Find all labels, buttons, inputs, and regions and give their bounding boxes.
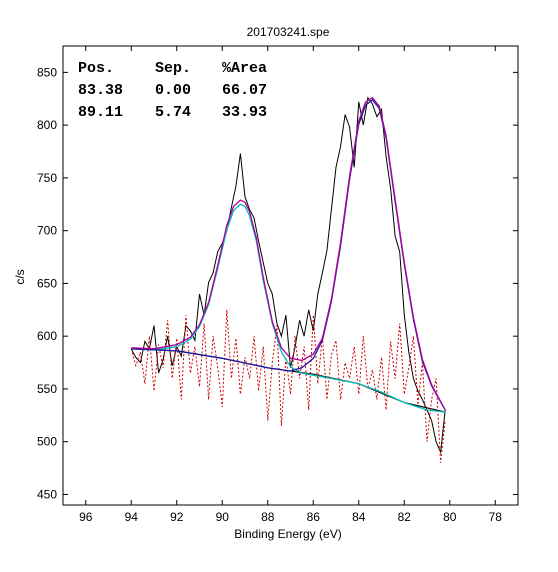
y-tick-label: 650 <box>37 276 57 290</box>
chart-title: 201703241.spe <box>247 25 330 39</box>
y-axis: 450 500 550 600 650 700 750 800 850 <box>37 65 518 501</box>
table-row-1-sep: 0.00 <box>155 82 191 99</box>
envelope-fit-line <box>131 96 446 411</box>
y-tick-label: 500 <box>37 435 57 449</box>
series-layer <box>130 96 446 463</box>
y-tick-label: 850 <box>37 65 57 79</box>
table-header-area: %Area <box>222 60 267 77</box>
x-tick-label: 92 <box>170 510 184 524</box>
table-header-pos: Pos. <box>78 60 114 77</box>
x-axis: 96 94 92 90 88 86 84 82 80 78 <box>79 46 502 524</box>
x-tick-label: 82 <box>398 510 412 524</box>
plot-frame <box>62 45 519 506</box>
table-row-2-sep: 5.74 <box>155 104 191 121</box>
x-tick-label: 90 <box>216 510 230 524</box>
peak-fit-89-line <box>131 203 446 413</box>
y-tick-label: 800 <box>37 118 57 132</box>
y-axis-label: c/s <box>13 269 27 284</box>
raw-spectrum-line <box>130 96 446 455</box>
y-tick-label: 450 <box>37 487 57 501</box>
x-tick-label: 94 <box>125 510 139 524</box>
table-row-2-pos: 89.11 <box>78 104 123 121</box>
x-axis-label: Binding Energy (eV) <box>234 527 341 541</box>
table-row-1-area: 66.07 <box>222 82 267 99</box>
y-tick-label: 600 <box>37 329 57 343</box>
x-tick-label: 88 <box>261 510 275 524</box>
peak-fit-table: Pos. Sep. %Area 83.38 0.00 66.07 89.11 5… <box>78 60 267 121</box>
x-tick-label: 86 <box>307 510 321 524</box>
y-tick-label: 550 <box>37 382 57 396</box>
table-header-sep: Sep. <box>155 60 191 77</box>
x-tick-label: 80 <box>443 510 457 524</box>
y-tick-label: 750 <box>37 171 57 185</box>
residual-line <box>130 309 446 463</box>
x-tick-label: 84 <box>352 510 366 524</box>
x-tick-label: 78 <box>489 510 503 524</box>
table-row-2-area: 33.93 <box>222 104 267 121</box>
y-tick-label: 700 <box>37 224 57 238</box>
x-tick-label: 96 <box>79 510 93 524</box>
table-row-1-pos: 83.38 <box>78 82 123 99</box>
background-line <box>131 348 446 413</box>
